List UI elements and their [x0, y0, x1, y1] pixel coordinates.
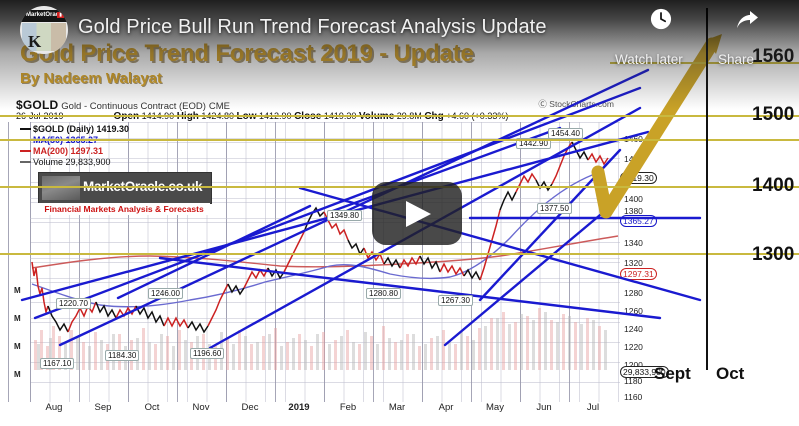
- overlay-level-1300-line: [0, 253, 799, 255]
- annotation-1196: 1196.60: [190, 348, 225, 359]
- x-tick-aug: Aug: [45, 402, 63, 413]
- grid-month-sep: [422, 122, 423, 402]
- clock-icon[interactable]: [650, 8, 672, 30]
- annotation-1377: 1377.50: [537, 203, 572, 214]
- x-tick-feb: Feb: [339, 402, 357, 413]
- overlay-vertical-divider: [706, 8, 708, 370]
- grid-month-sep: [8, 122, 9, 402]
- y-tick-1320: 1320: [624, 258, 643, 268]
- overlay-level-1500-line: [0, 115, 799, 117]
- legend-price: $GOLD (Daily) 1419.30: [20, 124, 129, 134]
- candle-icon: [20, 128, 31, 130]
- bar-icon: [20, 161, 31, 163]
- y-tick-1340: 1340: [624, 238, 643, 248]
- overlay-level-mid-line: [0, 139, 799, 141]
- y-tick-1280: 1280: [624, 288, 643, 298]
- watch-later-label[interactable]: Watch later: [615, 52, 683, 67]
- annotation-1454: 1454.40: [548, 128, 583, 139]
- x-tick-jun: Jun: [536, 402, 552, 413]
- annotation-1280: 1280.80: [366, 288, 401, 299]
- y-tick-1200: 1200: [624, 360, 643, 370]
- youtube-video-title[interactable]: Gold Price Bull Run Trend Forecast Analy…: [78, 16, 547, 38]
- overlay-month-sept: Sept: [654, 364, 691, 383]
- y-tick-1220: 1220: [624, 342, 643, 352]
- y-tick-1180: 1180: [624, 376, 643, 386]
- annotation-1184: 1184.30: [105, 350, 140, 361]
- y-tick-1160: 1160: [624, 392, 643, 402]
- annotation-1442: 1442.90: [516, 138, 551, 149]
- grid-month-sep: [275, 122, 276, 402]
- y-tick-1440: 1440: [624, 154, 643, 164]
- grid-month-sep: [177, 122, 178, 402]
- marketoracle-watermark: MarketOracle.co.uk Financial Markets Ana…: [38, 172, 212, 216]
- y-tick-1400: 1400: [624, 194, 643, 204]
- x-tick-oct: Oct: [144, 402, 160, 413]
- y-tick-1240: 1240: [624, 324, 643, 334]
- legend-ma200: MA(200) 1297.31: [20, 146, 103, 156]
- grid-month-sep: [471, 122, 472, 402]
- ma200-tag: 1297.31: [620, 268, 657, 280]
- play-button[interactable]: [372, 182, 462, 245]
- avatar-badge-icon: ▮: [57, 12, 64, 18]
- play-triangle-icon: [406, 201, 431, 227]
- ma50-tag: 1365.27: [620, 215, 657, 227]
- x-tick-sep: Sep: [94, 402, 112, 413]
- overlay-month-oct: Oct: [716, 364, 745, 383]
- grid-month-sep: [520, 122, 521, 402]
- grid-month-sep: [569, 122, 570, 402]
- x-tick-apr: Apr: [438, 402, 454, 413]
- annotation-1267: 1267.30: [438, 295, 473, 306]
- volume-tag: 29,833,900: [620, 366, 669, 378]
- volume-axis-label: M: [14, 314, 21, 323]
- watermark-photo-icon: [42, 176, 80, 200]
- watermark-tagline: Financial Markets Analysis & Forecasts: [38, 203, 210, 215]
- avatar-header-icon: MarketOracle ▮: [20, 10, 68, 22]
- grid-month-sep: [226, 122, 227, 402]
- share-label[interactable]: Share: [718, 52, 755, 67]
- annotation-1246: 1246.00: [148, 288, 183, 299]
- x-tick-jul: Jul: [586, 402, 600, 413]
- x-tick-mar: Mar: [388, 402, 406, 413]
- grid-month-sep: [373, 122, 374, 402]
- annotation-1167: 1167.10: [40, 358, 75, 369]
- x-tick-nov: Nov: [192, 402, 210, 413]
- grid-month-sep: [324, 122, 325, 402]
- y-tick-1260: 1260: [624, 306, 643, 316]
- x-tick-dec: Dec: [241, 402, 259, 413]
- line-dash-icon: [20, 150, 31, 152]
- x-tick-2019: 2019: [288, 402, 310, 413]
- overlay-price-1400: 1400: [752, 175, 795, 196]
- avatar-thumbnails-icon: [22, 23, 66, 51]
- annotation-1349: 1349.80: [327, 210, 362, 221]
- watermark-bar: MarketOracle.co.uk: [38, 172, 212, 204]
- avatar-k-logo: K: [28, 32, 42, 51]
- annotation-1220: 1220.70: [56, 298, 91, 309]
- volume-axis-label: M: [14, 342, 21, 351]
- last-price-tag: 1419.30: [620, 172, 657, 184]
- channel-avatar[interactable]: MarketOracle ▮ K: [20, 6, 68, 54]
- avatar-brand-text: MarketOracle: [26, 12, 65, 18]
- overlay-price-1300: 1300: [752, 244, 795, 265]
- share-arrow-icon[interactable]: [735, 10, 759, 30]
- volume-axis-label: M: [14, 286, 21, 295]
- volume-axis-label: M: [14, 370, 21, 379]
- x-tick-may: May: [486, 402, 504, 413]
